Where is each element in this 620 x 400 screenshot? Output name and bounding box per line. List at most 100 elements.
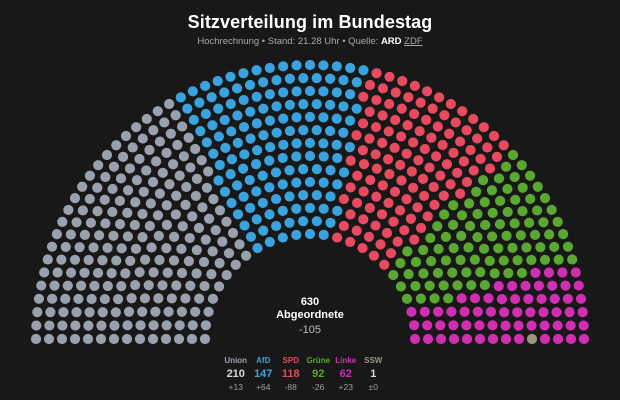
seat-union <box>196 155 207 166</box>
seat-afd <box>265 142 276 153</box>
seat-union <box>44 320 55 331</box>
seat-union <box>74 242 85 253</box>
seat-union <box>164 179 175 190</box>
seat-grüne <box>500 161 512 172</box>
seat-linke <box>578 320 589 331</box>
seat-spd <box>432 121 443 132</box>
total-label: Abgeordnete <box>276 309 344 321</box>
seat-spd <box>358 159 370 170</box>
seat-afd <box>291 60 302 71</box>
seat-spd <box>434 92 445 103</box>
seat-afd <box>318 86 329 97</box>
seat-spd <box>472 133 483 144</box>
seat-linke <box>536 293 547 305</box>
seat-linke <box>562 293 573 304</box>
seat-union <box>120 130 132 142</box>
source-zdf-link[interactable]: ZDF <box>404 36 423 47</box>
seat-afd <box>304 228 316 240</box>
seat-afd <box>291 203 302 214</box>
legend-party-name: Grüne <box>306 356 331 365</box>
seat-union <box>143 280 154 291</box>
seat-union <box>161 147 172 158</box>
seat-grüne <box>432 267 444 279</box>
seat-union <box>168 255 180 266</box>
seat-afd <box>213 131 224 142</box>
seat-afd <box>238 68 249 79</box>
seat-grüne <box>532 181 543 192</box>
seat-union <box>187 320 198 331</box>
seat-spd <box>383 197 394 209</box>
seat-union <box>88 242 99 253</box>
seat-linke <box>557 267 568 278</box>
seat-afd <box>219 114 230 126</box>
seat-grüne <box>516 267 528 279</box>
seat-afd <box>331 87 342 98</box>
seat-grüne <box>478 243 490 254</box>
seat-union <box>190 190 201 202</box>
seat-linke <box>578 333 590 345</box>
seat-spd <box>382 154 394 165</box>
seat-union <box>96 320 107 331</box>
seat-union <box>223 248 235 259</box>
legend-party-seats: 147 <box>254 368 273 380</box>
seat-union <box>176 306 187 317</box>
seat-union <box>197 202 208 213</box>
seat-afd <box>318 151 329 162</box>
seat-afd <box>245 231 257 242</box>
seat-union <box>111 255 122 266</box>
seat-grüne <box>487 207 498 218</box>
seat-union <box>109 320 120 331</box>
seat-spd <box>475 153 486 165</box>
seat-afd <box>351 77 362 88</box>
seat-union <box>116 243 127 254</box>
seat-spd <box>396 103 407 114</box>
seat-linke <box>575 293 587 304</box>
seat-afd <box>182 103 193 114</box>
seat-union <box>199 333 211 345</box>
seat-union <box>154 254 165 266</box>
seat-linke <box>435 320 446 331</box>
seat-spd <box>365 174 376 186</box>
seat-grüne <box>418 268 429 279</box>
seat-union <box>221 216 232 227</box>
seat-union <box>148 125 159 136</box>
seat-union <box>56 254 67 265</box>
total-seats: 630 <box>300 296 320 308</box>
seat-union <box>171 280 182 291</box>
seat-spd <box>357 242 368 254</box>
seat-union <box>153 230 164 242</box>
seat-union <box>183 256 194 267</box>
seat-union <box>108 161 120 172</box>
seat-spd <box>377 180 388 191</box>
seat-union <box>76 280 87 291</box>
seat-afd <box>238 191 249 202</box>
seat-afd <box>244 79 256 91</box>
seat-spd <box>478 122 489 133</box>
seat-afd <box>344 142 355 153</box>
seat-afd <box>325 191 336 202</box>
seat-spd <box>368 250 380 261</box>
seat-grüne <box>503 268 514 279</box>
seat-spd <box>444 128 455 139</box>
seat-afd <box>201 137 212 148</box>
seat-grüne <box>509 171 520 183</box>
seat-union <box>146 242 157 253</box>
seat-afd <box>208 148 219 159</box>
seat-spd <box>409 80 420 91</box>
seat-afd <box>175 92 186 103</box>
seat-spd <box>409 234 420 245</box>
seat-spd <box>457 106 468 117</box>
seat-grüne <box>509 218 520 229</box>
seat-union <box>148 320 159 331</box>
seat-spd <box>377 137 388 148</box>
seat-union <box>43 333 55 345</box>
seat-spd <box>448 147 459 158</box>
seat-spd <box>364 133 375 144</box>
seat-union <box>198 256 210 268</box>
seat-union <box>217 236 228 247</box>
legend-party-seats: 210 <box>226 368 245 380</box>
seat-linke <box>513 320 524 331</box>
seat-spd <box>435 170 446 181</box>
seat-linke <box>461 320 472 331</box>
chart-subtitle: Hochrechnung • Stand: 21.28 Uhr • Quelle… <box>0 36 620 47</box>
